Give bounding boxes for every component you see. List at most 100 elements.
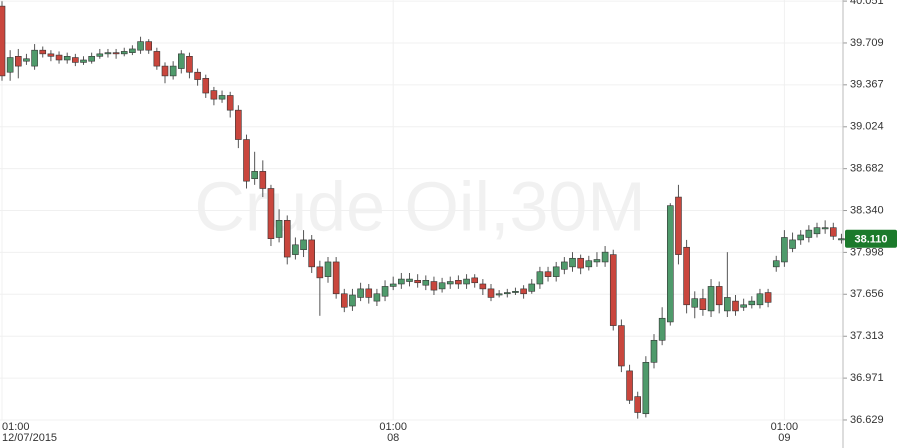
last-price-label: 38.110 [854,234,887,246]
candle-body [691,298,699,308]
candle-body [829,227,837,237]
candle-body [283,220,291,258]
candle-body [658,317,666,341]
y-tick-label: 37.313 [850,330,884,342]
candle-body [365,288,373,298]
candle-body [381,286,389,297]
candle-body [243,139,250,182]
x-tick-date: 09 [778,432,790,444]
candle-body [512,291,519,293]
y-tick-label: 36.629 [850,414,884,426]
candle-body [699,298,707,310]
candle-body [495,293,503,296]
candle-body [446,281,454,285]
candle-body [340,293,348,308]
candle-body [732,300,739,312]
candle-body [463,278,470,285]
candle-body [129,48,136,53]
candle-body [308,239,316,268]
candle-body [210,90,218,100]
candle-body [112,52,120,55]
candle-body [145,41,152,51]
candle-body [0,5,6,77]
candle-body [503,292,511,295]
candle-body [724,297,731,312]
candle-body [194,71,201,80]
candle-body [650,339,658,363]
x-tick-label: 01:00 [379,421,407,433]
candle-body [683,246,690,306]
candle-body [479,283,487,290]
candle-body [202,78,210,94]
candle-body [634,396,642,413]
x-tick-date: 12/07/2015 [2,432,57,444]
candle-body [178,53,185,69]
candle-body [438,282,446,290]
candle-body [153,51,161,67]
candle-body [88,56,95,62]
candle-body [267,188,275,239]
candle-body [764,292,772,303]
candle-body [169,65,177,77]
y-tick-label: 39.367 [850,79,884,91]
candle-body [813,227,821,235]
candle-body [389,283,397,287]
candle-body [398,278,405,285]
candle-body [80,59,87,63]
candle-body [55,54,63,61]
candle-body [430,281,438,291]
candle-body [618,325,625,367]
candle-body [585,260,593,268]
candle-body [186,56,193,73]
candle-body [47,53,55,57]
candle-body [15,56,22,67]
candle-body [422,280,430,286]
y-tick-label: 39.024 [850,121,884,133]
candle-body [161,65,169,77]
y-tick-label: 37.998 [850,246,884,258]
candle-body [455,280,462,285]
candle-body [324,261,332,277]
candle-body [251,171,258,180]
candle-body [561,261,568,270]
candle-body [218,95,226,100]
candle-body [520,288,527,295]
candle-body [601,251,609,263]
candle-body [609,254,617,326]
candle-body [781,237,788,263]
candle-body [300,239,307,251]
candle-body [772,260,780,268]
candle-body [63,56,71,61]
candle-body [821,227,829,230]
candle-body [332,261,340,295]
candle-body [471,277,479,284]
candle-body [96,53,104,57]
candle-body [39,49,47,55]
candle-body [259,171,267,189]
candle-body [23,58,30,62]
candle-body [715,286,723,306]
candle-body [31,49,38,67]
candle-body [666,205,674,323]
candle-body [552,266,560,277]
y-tick-label: 38.682 [850,163,884,175]
y-tick-label: 40.051 [850,0,884,7]
candle-body [316,266,324,279]
candle-body [104,52,112,55]
candle-body [740,304,747,308]
candle-body [373,293,381,302]
candle-body [406,278,413,282]
candle-body [414,280,421,284]
candle-body [756,293,764,306]
candle-body [292,244,299,255]
y-tick-label: 36.971 [850,372,884,384]
candle-body [72,57,79,63]
candle-body [838,238,845,241]
y-tick-label: 37.656 [850,288,884,300]
x-tick-label: 01:00 [2,421,30,433]
candle-body [626,370,633,401]
candle-body [349,294,356,307]
candle-body [577,257,584,269]
candle-body [748,300,756,306]
